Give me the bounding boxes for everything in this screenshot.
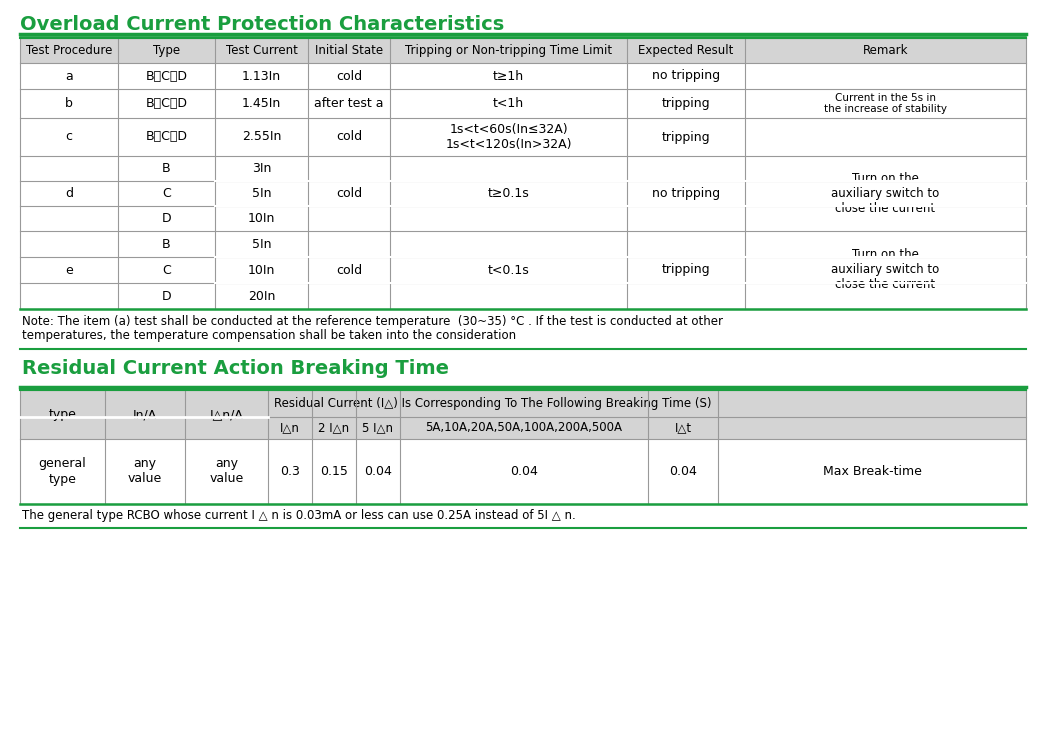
Text: 5 I△n: 5 I△n xyxy=(363,422,393,434)
Text: no tripping: no tripping xyxy=(652,187,720,200)
Text: 5In: 5In xyxy=(252,187,271,200)
Text: type: type xyxy=(48,408,76,421)
Text: 0.04: 0.04 xyxy=(669,465,697,478)
Text: Overload Current Protection Characteristics: Overload Current Protection Characterist… xyxy=(20,15,504,34)
Text: 1.45In: 1.45In xyxy=(242,97,281,110)
Text: 2.55In: 2.55In xyxy=(242,130,281,144)
Text: any
value: any value xyxy=(128,457,162,486)
Bar xyxy=(20,390,1026,417)
Text: 1s<t<60s(In≤32A)
1s<t<120s(In>32A): 1s<t<60s(In≤32A) 1s<t<120s(In>32A) xyxy=(446,123,572,151)
Text: d: d xyxy=(65,187,73,200)
Text: C: C xyxy=(162,264,170,276)
Text: t≥1h: t≥1h xyxy=(493,69,524,83)
Text: 10In: 10In xyxy=(248,264,275,276)
Text: B: B xyxy=(162,162,170,175)
Text: Turn on the
auxiliary switch to
close the current: Turn on the auxiliary switch to close th… xyxy=(832,172,939,215)
Text: 3In: 3In xyxy=(252,162,271,175)
Text: D: D xyxy=(162,212,172,225)
Text: tripping: tripping xyxy=(662,97,710,110)
Text: a: a xyxy=(65,69,73,83)
Text: Tripping or Non-tripping Time Limit: Tripping or Non-tripping Time Limit xyxy=(405,44,612,57)
Text: Current in the 5s in
the increase of stability: Current in the 5s in the increase of sta… xyxy=(824,92,947,114)
Text: B、C、D: B、C、D xyxy=(145,130,187,144)
Text: 0.3: 0.3 xyxy=(280,465,300,478)
Text: B、C、D: B、C、D xyxy=(145,97,187,110)
Text: 0.04: 0.04 xyxy=(364,465,392,478)
Text: Note: The item (a) test shall be conducted at the reference temperature  (30~35): Note: The item (a) test shall be conduct… xyxy=(22,314,723,328)
Text: B: B xyxy=(162,238,170,250)
Text: c: c xyxy=(66,130,72,144)
Text: In/A: In/A xyxy=(133,408,157,421)
Text: I△n/A: I△n/A xyxy=(209,408,244,421)
Text: Initial State: Initial State xyxy=(315,44,383,57)
Text: t≥0.1s: t≥0.1s xyxy=(487,187,529,200)
Text: 1.13In: 1.13In xyxy=(242,69,281,83)
Text: 0.04: 0.04 xyxy=(510,465,538,478)
Text: The general type RCBO whose current I △ n is 0.03mA or less can use 0.25A instea: The general type RCBO whose current I △ … xyxy=(22,510,575,522)
Text: Remark: Remark xyxy=(863,44,908,57)
Text: general
type: general type xyxy=(39,457,87,486)
Text: Type: Type xyxy=(153,44,180,57)
Bar xyxy=(20,38,1026,63)
Bar xyxy=(20,417,1026,439)
Text: I△n: I△n xyxy=(280,422,300,434)
Text: t<0.1s: t<0.1s xyxy=(487,264,529,276)
Text: tripping: tripping xyxy=(662,264,710,276)
Text: tripping: tripping xyxy=(662,130,710,144)
Text: 20In: 20In xyxy=(248,290,275,302)
Text: I△t: I△t xyxy=(675,422,691,434)
Text: Residual Current (I△) Is Corresponding To The Following Breaking Time (S): Residual Current (I△) Is Corresponding T… xyxy=(274,397,711,410)
Text: D: D xyxy=(162,290,172,302)
Text: Turn on the
auxiliary switch to
close the current: Turn on the auxiliary switch to close th… xyxy=(832,249,939,291)
Text: Test Procedure: Test Procedure xyxy=(26,44,112,57)
Text: any
value: any value xyxy=(209,457,244,486)
Text: 5In: 5In xyxy=(252,238,271,250)
Text: b: b xyxy=(65,97,73,110)
Text: temperatures, the temperature compensation shall be taken into the consideration: temperatures, the temperature compensati… xyxy=(22,329,516,341)
Text: Test Current: Test Current xyxy=(226,44,297,57)
Text: e: e xyxy=(65,264,73,276)
Text: C: C xyxy=(162,187,170,200)
Text: Max Break-time: Max Break-time xyxy=(822,465,922,478)
Text: cold: cold xyxy=(336,264,362,276)
Text: 5A,10A,20A,50A,100A,200A,500A: 5A,10A,20A,50A,100A,200A,500A xyxy=(426,422,622,434)
Text: Residual Current Action Breaking Time: Residual Current Action Breaking Time xyxy=(22,359,449,378)
Text: no tripping: no tripping xyxy=(652,69,720,83)
Text: 2 I△n: 2 I△n xyxy=(318,422,349,434)
Text: Expected Result: Expected Result xyxy=(638,44,733,57)
Text: cold: cold xyxy=(336,187,362,200)
Text: cold: cold xyxy=(336,69,362,83)
Text: t<1h: t<1h xyxy=(493,97,524,110)
Text: B、C、D: B、C、D xyxy=(145,69,187,83)
Text: 0.15: 0.15 xyxy=(320,465,348,478)
Text: after test a: after test a xyxy=(314,97,384,110)
Text: cold: cold xyxy=(336,130,362,144)
Text: 10In: 10In xyxy=(248,212,275,225)
